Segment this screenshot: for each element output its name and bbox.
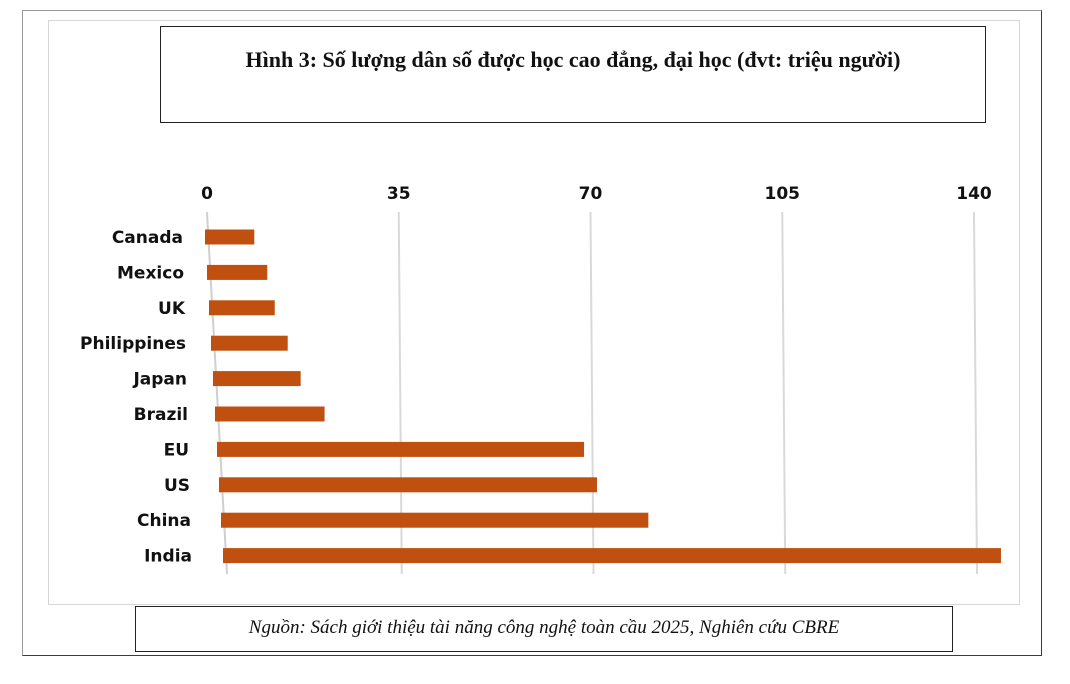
category-label: Canada — [112, 228, 183, 248]
source-box: Nguồn: Sách giới thiệu tài năng công ngh… — [135, 606, 953, 652]
bar — [211, 335, 288, 351]
category-label: India — [144, 547, 192, 567]
category-label: Mexico — [117, 263, 184, 283]
x-tick-label: 70 — [579, 184, 603, 204]
bar — [205, 229, 255, 245]
x-tick-label: 105 — [765, 184, 801, 204]
x-tick-label: 0 — [201, 184, 213, 204]
category-label: Brazil — [134, 405, 188, 425]
bars — [205, 229, 1001, 564]
category-label: US — [164, 476, 190, 496]
category-label: UK — [158, 299, 186, 319]
gridline — [973, 211, 978, 575]
category-label: China — [137, 511, 191, 531]
x-tick-label: 140 — [956, 184, 992, 204]
category-label: EU — [164, 440, 189, 460]
bar — [207, 264, 268, 280]
bar — [215, 406, 325, 422]
category-label: Japan — [132, 370, 187, 390]
category-labels: Canada Mexico UK Philippines Japan Brazil EU US… — [80, 228, 192, 567]
bar — [219, 477, 598, 493]
source-note: Nguồn: Sách giới thiệu tài năng công ngh… — [248, 617, 840, 638]
bar — [213, 371, 301, 387]
bar — [209, 300, 275, 316]
x-tick-label: 35 — [387, 184, 411, 204]
category-label: Philippines — [80, 334, 186, 354]
axis-tick-labels: 0 35 70 105 140 — [201, 184, 992, 204]
chart-title: Hình 3: Số lượng dân số được học cao đẳn… — [245, 47, 901, 72]
bar — [221, 512, 649, 528]
bar — [217, 441, 585, 457]
chart-title-box: Hình 3: Số lượng dân số được học cao đẳn… — [160, 26, 986, 123]
gridline — [781, 211, 787, 575]
bar — [223, 548, 1001, 564]
